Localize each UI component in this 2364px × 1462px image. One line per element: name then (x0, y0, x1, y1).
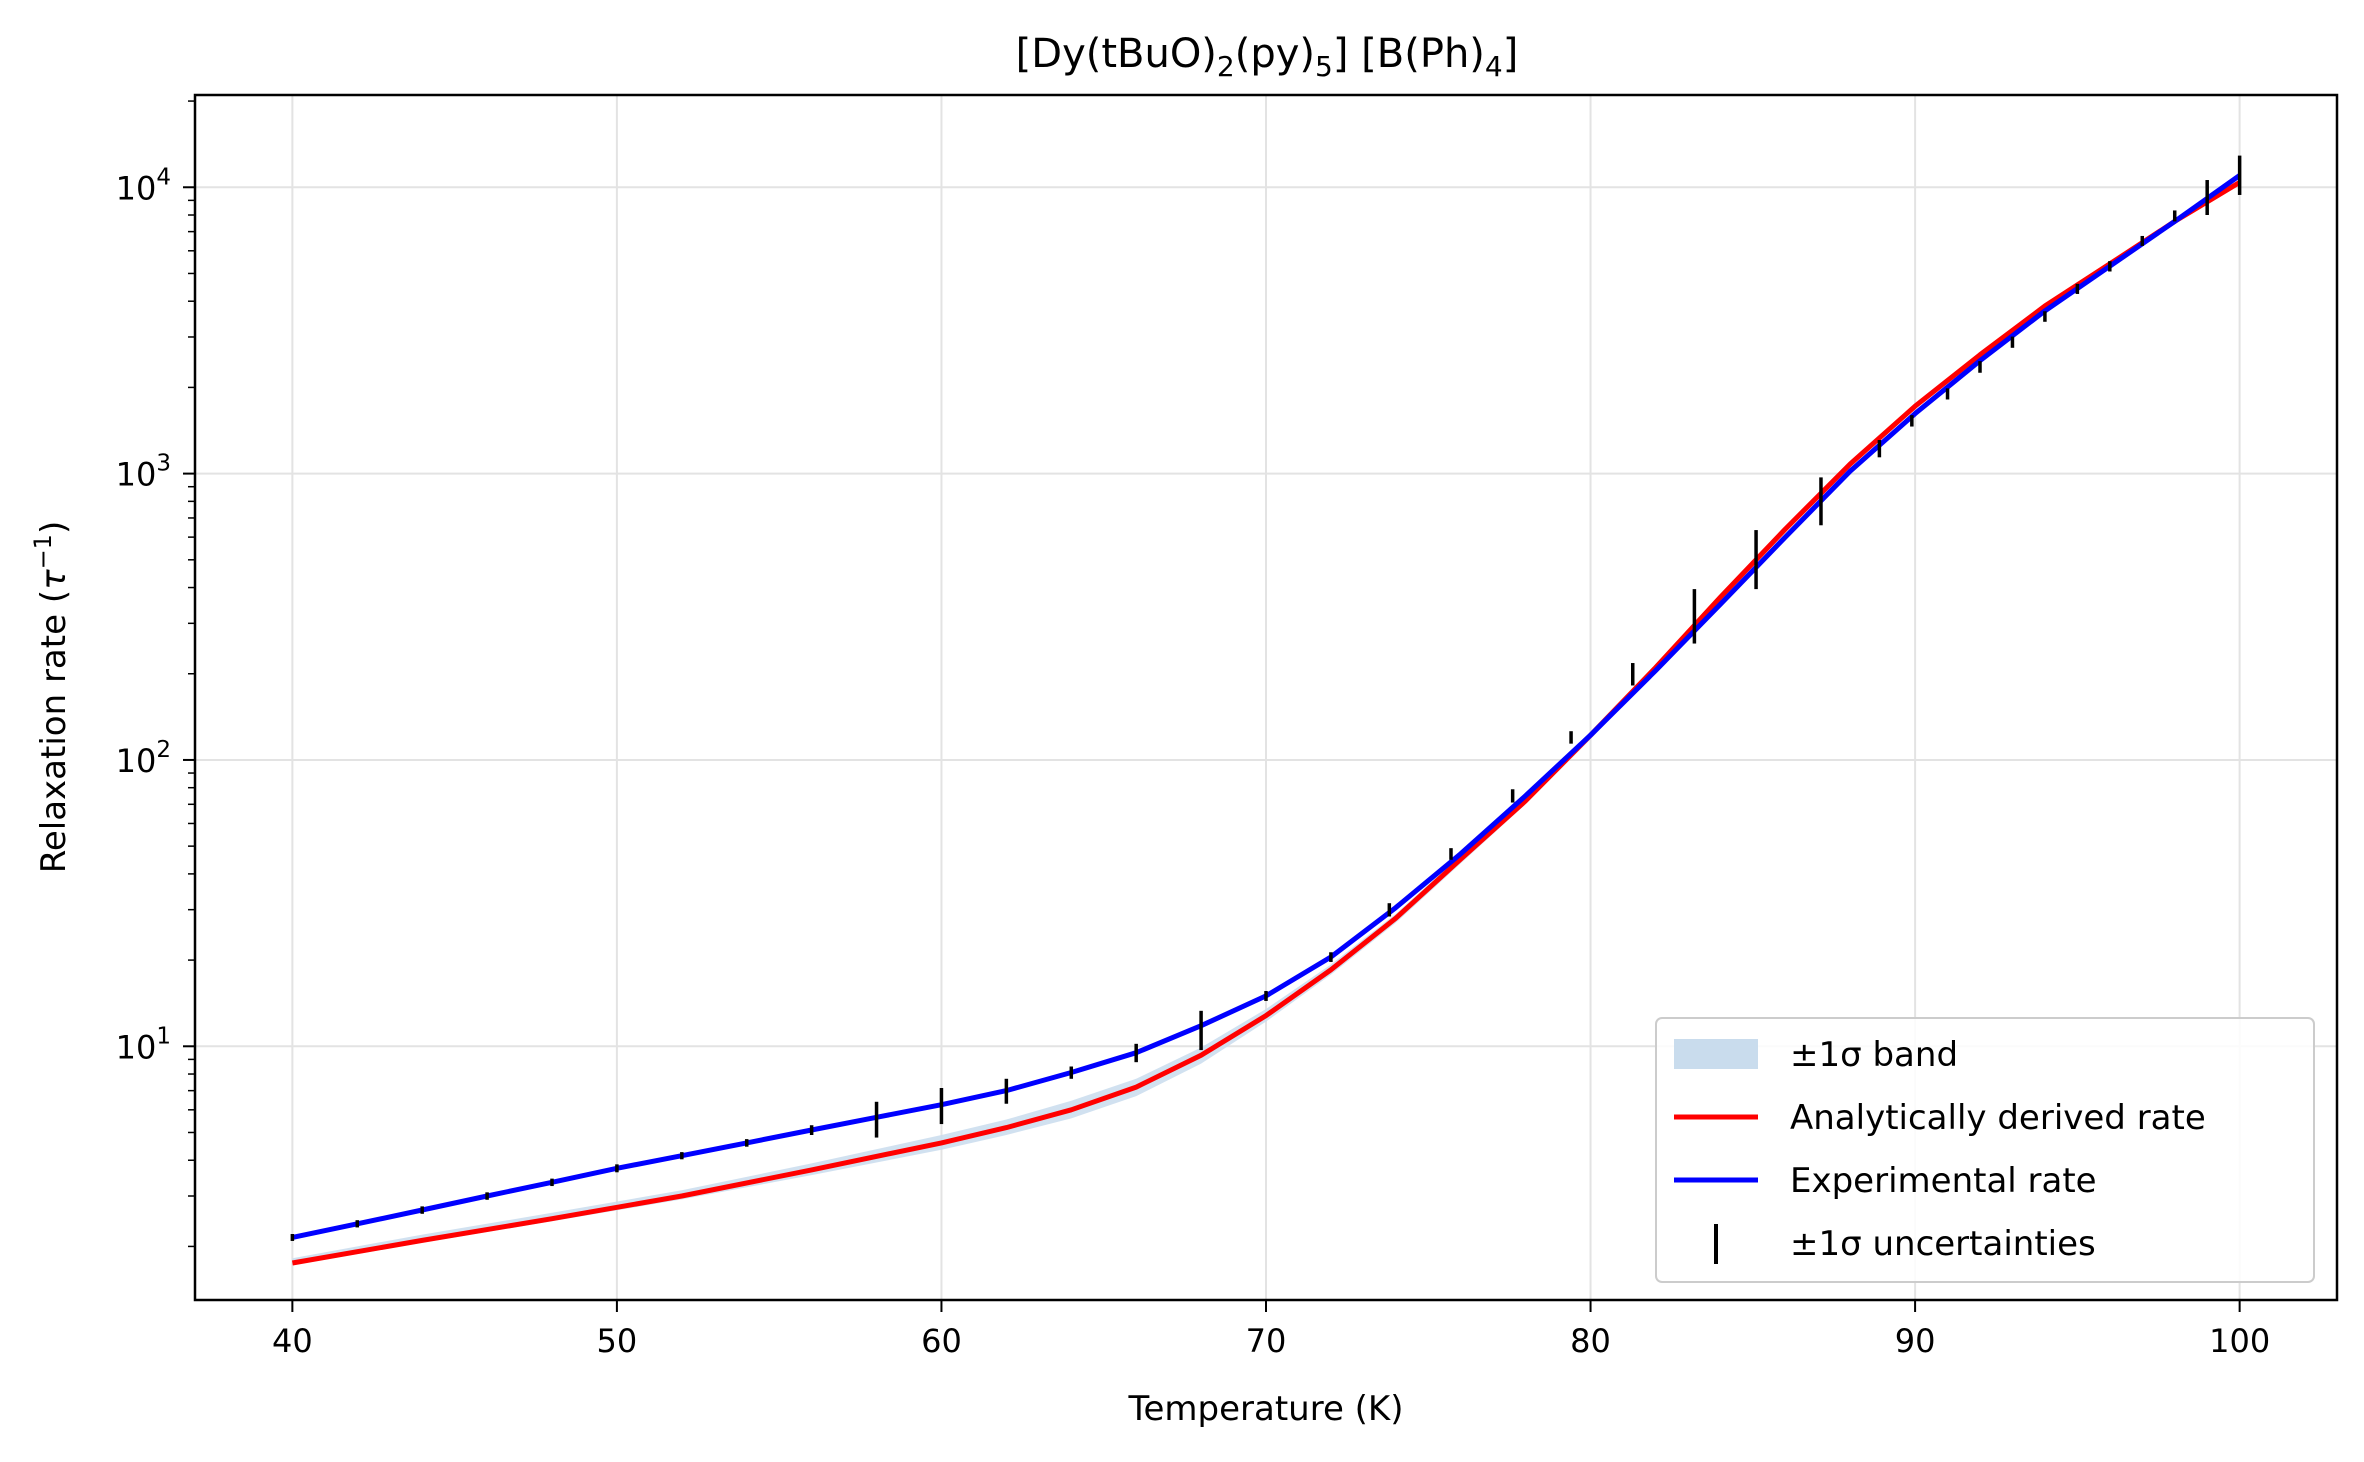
legend-label-band: ±1σ band (1790, 1035, 1958, 1075)
analytic-rate-line (291, 180, 2241, 1266)
x-tick-label: 90 (1895, 1322, 1936, 1360)
x-tick-label: 100 (2209, 1322, 2270, 1360)
y-axis-label: Relaxation rate (τ−1) (29, 521, 74, 873)
y-tick-label: 102 (116, 737, 171, 780)
x-tick-label: 60 (921, 1322, 962, 1360)
legend-frame (1655, 1017, 2315, 1283)
x-tick-label: 50 (597, 1322, 638, 1360)
axis-ticks: 40 50 60 70 80 90 100 101 102 103 104 (116, 100, 2270, 1360)
legend-label-errorbar: ±1σ uncertainties (1790, 1224, 2096, 1264)
x-axis-label: Temperature (K) (1127, 1389, 1403, 1429)
legend-swatch-band (1674, 1039, 1758, 1069)
legend-label-analytic: Analytically derived rate (1790, 1098, 2206, 1138)
legend-label-experimental: Experimental rate (1790, 1161, 2097, 1201)
y-tick-label: 103 (116, 451, 171, 494)
x-tick-label: 80 (1570, 1322, 1611, 1360)
chart-legend: ±1σ band Analytically derived rate Exper… (1655, 1017, 2315, 1283)
x-tick-label: 70 (1246, 1322, 1287, 1360)
x-tick-label: 40 (272, 1322, 313, 1360)
error-bars-layer (290, 155, 2242, 1241)
grid-lines (195, 95, 2337, 1300)
chart-title: [Dy(tBuO)2(py)5] [B(Ph)4] (1016, 31, 1519, 83)
y-tick-label: 104 (116, 164, 171, 207)
y-tick-label: 101 (116, 1023, 171, 1066)
